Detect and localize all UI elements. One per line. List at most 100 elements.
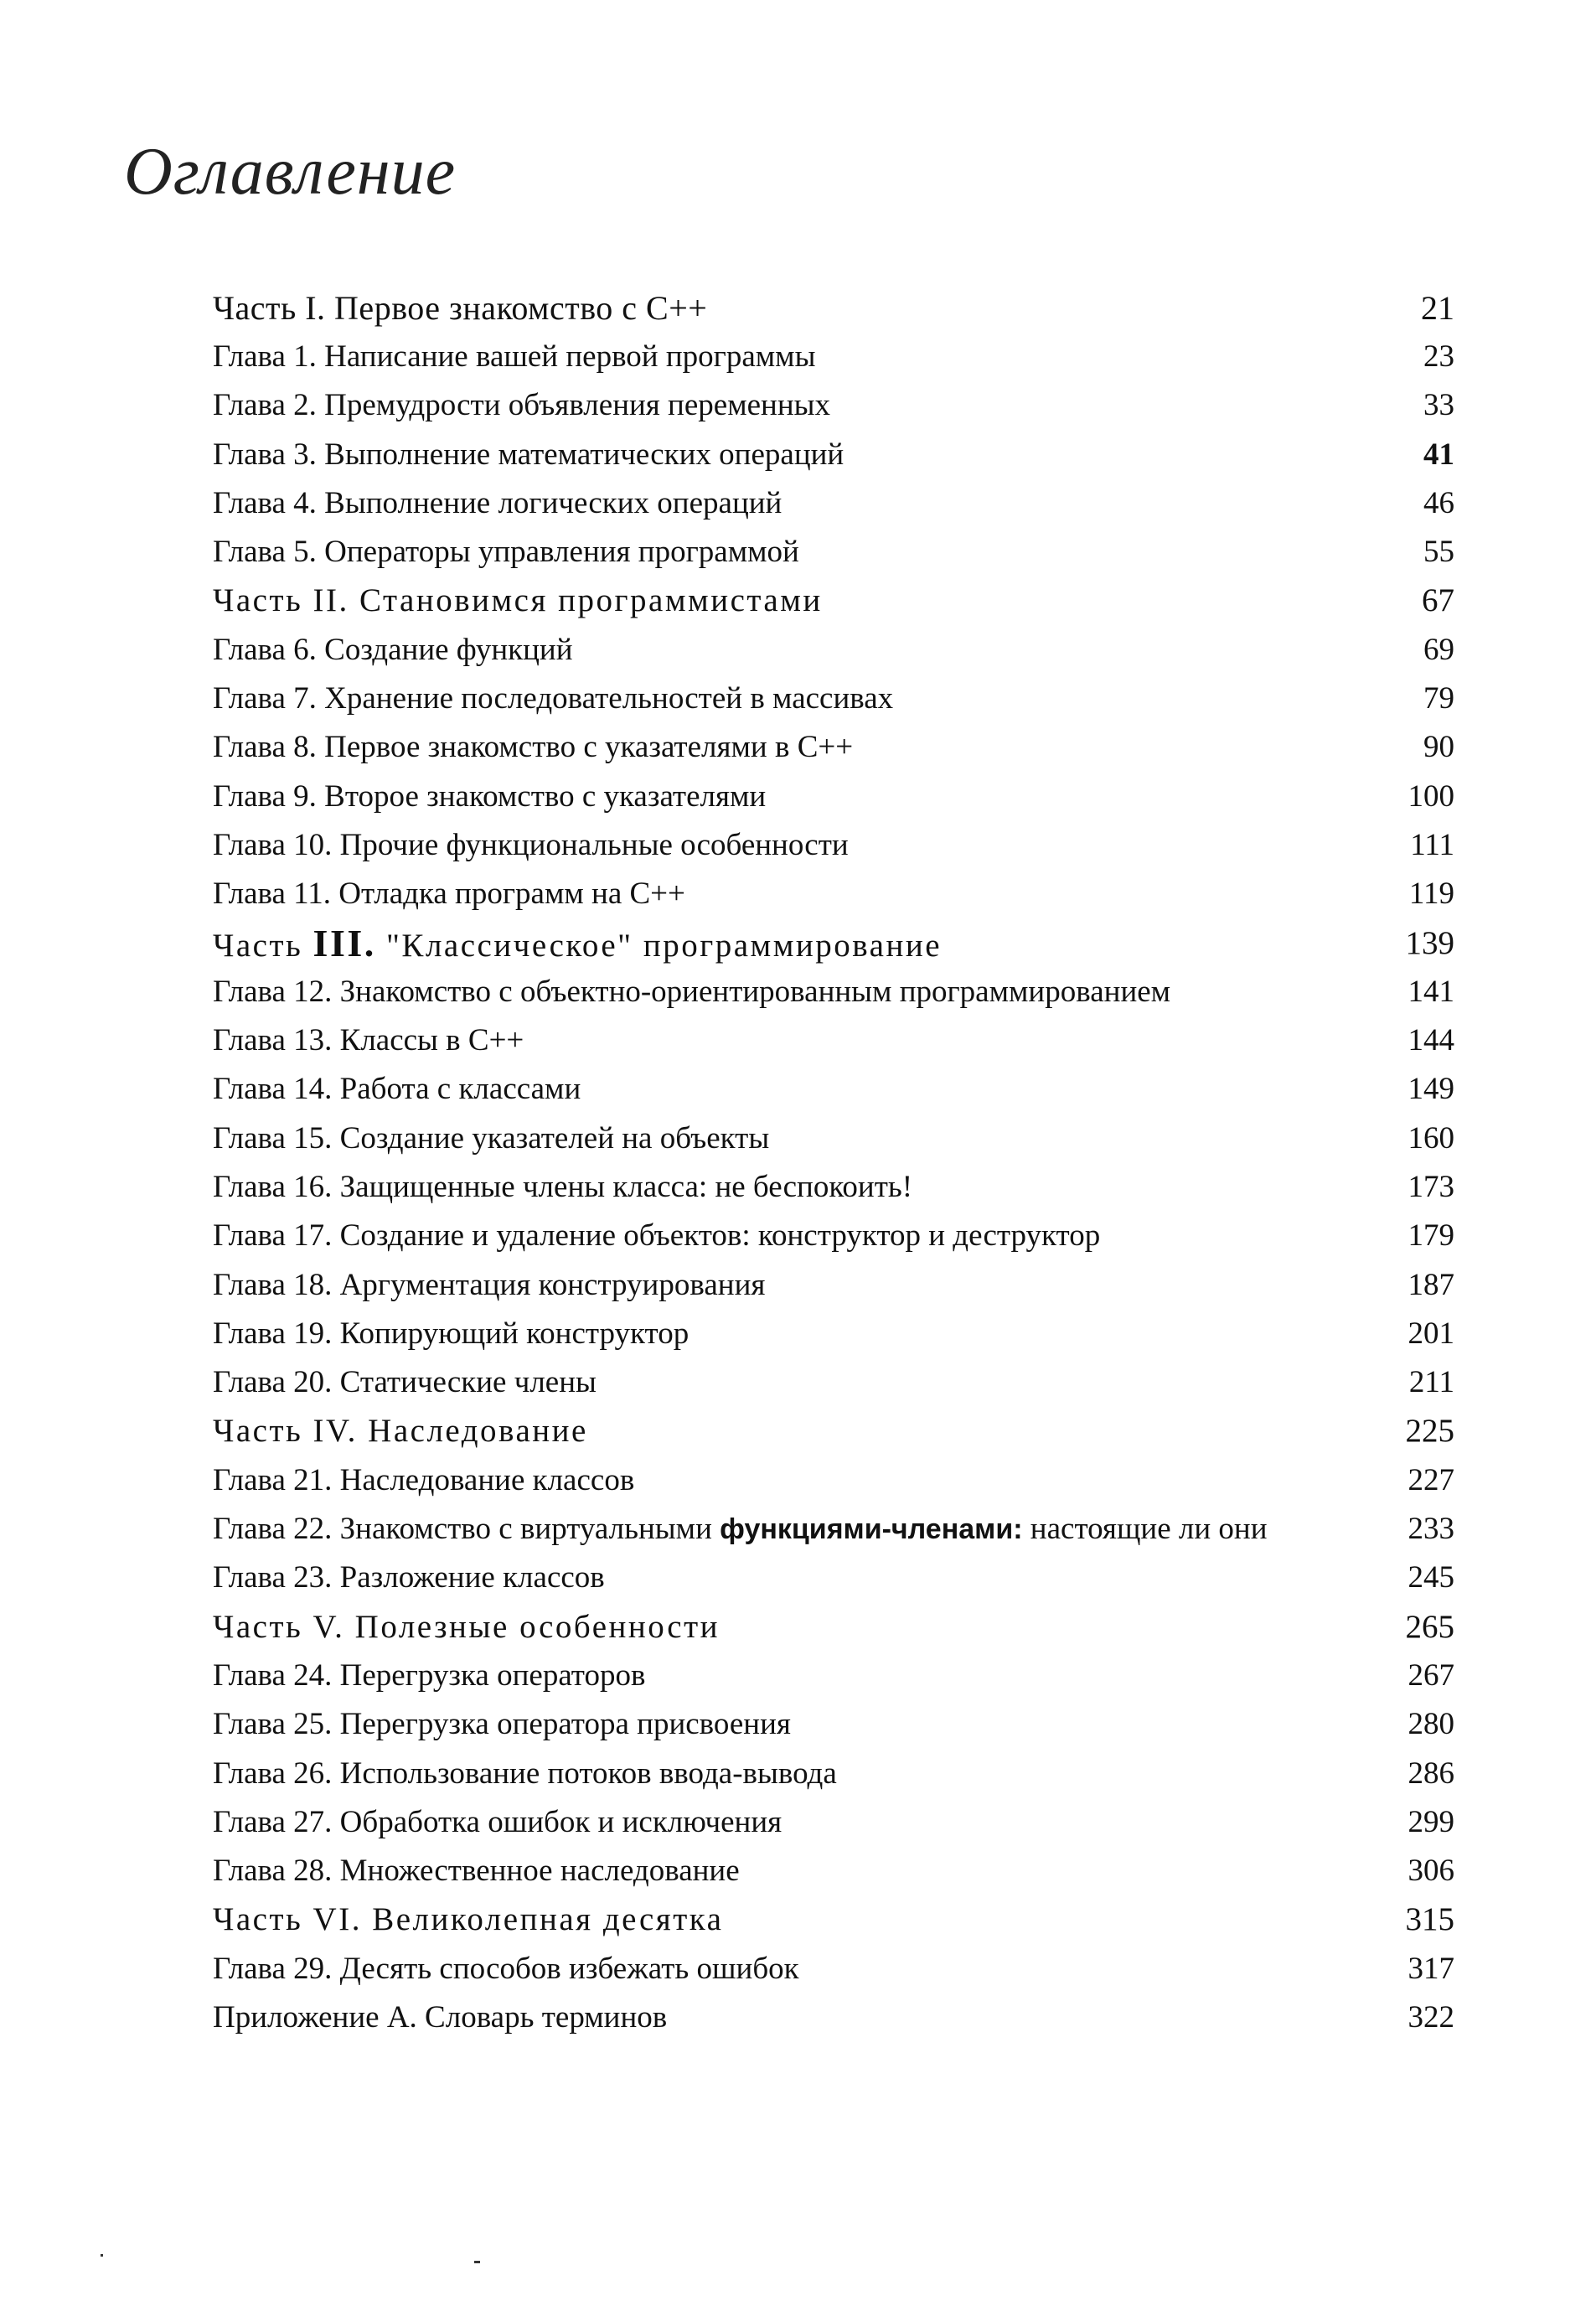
entry-title-segment: Часть V. Полезные особенности [213, 1608, 720, 1645]
entry-title: Глава 7. Хранение последовательностей в … [213, 680, 893, 716]
entry-title: Глава 20. Статические члены [213, 1364, 597, 1400]
toc-chapter-entry: Глава 20. Статические члены 211 [213, 1358, 1454, 1407]
entry-title-segment: Глава 5. Операторы управления программой [213, 535, 799, 570]
entry-page-number: 267 [1407, 1657, 1455, 1693]
entry-page-number: 149 [1407, 1072, 1455, 1107]
entry-title: Глава 19. Копирующий конструктор [213, 1316, 689, 1352]
entry-title: Часть IV. Наследование [213, 1412, 588, 1450]
entry-title-segment: Глава 19. Копирующий конструктор [213, 1316, 690, 1351]
entry-title: Часть II. Становимся программистами [213, 582, 823, 619]
entry-title: Глава 24. Перегрузка операторов [213, 1657, 645, 1693]
toc-chapter-entry: Глава 10. Прочие функциональные особенно… [213, 820, 1454, 869]
entry-page-number: 21 [1421, 288, 1454, 327]
entry-page-number: 179 [1407, 1218, 1455, 1254]
entry-title-segment: Глава 23. Разложение классов [213, 1560, 605, 1595]
entry-title-segment: Глава 9. Второе знакомство с указателями [213, 778, 767, 814]
entry-title: Глава 6. Создание функций [213, 632, 573, 668]
entry-title: Глава 17. Создание и удаление объектов: … [213, 1218, 1100, 1254]
toc-chapter-entry: Глава 12. Знакомство с объектно-ориентир… [213, 967, 1454, 1016]
toc-chapter-entry: Глава 6. Создание функций 69 [213, 625, 1454, 674]
entry-title-segment: Глава 22. Знакомство с виртуальными [213, 1512, 721, 1547]
entry-page-number: 315 [1405, 1901, 1455, 1938]
toc-chapter-entry: Глава 2. Премудрости объявления переменн… [213, 381, 1454, 430]
entry-page-number: 187 [1407, 1267, 1455, 1302]
entry-title-segment: Глава 8. Первое знакомство с указателями… [213, 730, 854, 765]
entry-title: Глава 14. Работа с классами [213, 1071, 581, 1107]
entry-page-number: 211 [1408, 1365, 1454, 1400]
entry-title: Глава 21. Наследование классов [213, 1462, 634, 1498]
entry-page-number: 299 [1407, 1804, 1455, 1839]
entry-page-number: 227 [1407, 1462, 1455, 1497]
entry-page-number: 69 [1423, 632, 1454, 667]
toc-chapter-entry: Глава 16. Защищенные члены класса: не бе… [213, 1162, 1454, 1211]
entry-title: Часть I. Первое знакомство с С++ [213, 288, 707, 328]
entry-page-number: 111 [1410, 827, 1454, 862]
entry-title: Часть III. "Классическое" программирован… [213, 921, 942, 965]
entry-page-number: 280 [1407, 1707, 1455, 1742]
scan-speck [101, 2254, 103, 2257]
entry-page-number: 23 [1423, 339, 1454, 374]
entry-title-segment: Глава 13. Классы в С++ [213, 1023, 524, 1058]
table-of-contents: Часть I. Первое знакомство с С++ 21 Глава … [213, 283, 1454, 2042]
toc-chapter-entry: Глава 14. Работа с классами 149 [213, 1065, 1454, 1114]
toc-part-entry: Часть I. Первое знакомство с С++ 21 [213, 283, 1454, 332]
toc-chapter-entry: Глава 13. Классы в С++ 144 [213, 1016, 1454, 1064]
entry-page-number: 141 [1407, 974, 1455, 1009]
entry-title: Глава 28. Множественное наследование [213, 1853, 740, 1889]
entry-title: Часть VI. Великолепная десятка [213, 1900, 723, 1938]
entry-title: Глава 15. Создание указателей на объекты [213, 1120, 769, 1156]
entry-page-number: 67 [1422, 582, 1454, 619]
entry-title-segment: Глава 1. Написание вашей первой программ… [213, 339, 816, 374]
entry-title-segment: Глава 24. Перегрузка операторов [213, 1657, 646, 1693]
entry-page-number: 173 [1407, 1169, 1455, 1204]
toc-chapter-entry: Глава 8. Первое знакомство с указателями… [213, 723, 1454, 772]
entry-title-segment: Глава 4. Выполнение логических операций [213, 485, 783, 520]
entry-title-segment: Часть IV. Наследование [213, 1413, 588, 1450]
entry-title-segment: Глава 2. Премудрости объявления переменн… [213, 388, 831, 423]
page-title: Оглавление [124, 135, 457, 209]
entry-title-segment: Глава 3. Выполнение математических опера… [213, 437, 844, 472]
entry-page-number: 33 [1423, 388, 1454, 423]
entry-title: Глава 13. Классы в С++ [213, 1022, 524, 1058]
entry-title: Глава 12. Знакомство с объектно-ориентир… [213, 974, 1170, 1010]
entry-title-segment: Глава 29. Десять способов избежать ошибо… [213, 1951, 799, 1986]
entry-title: Глава 2. Премудрости объявления переменн… [213, 387, 830, 423]
entry-title: Глава 29. Десять способов избежать ошибо… [213, 1951, 799, 1987]
entry-title: Глава 10. Прочие функциональные особенно… [213, 827, 849, 863]
toc-chapter-entry: Глава 5. Операторы управления программой… [213, 527, 1454, 576]
entry-title-segment: Глава 17. Создание и удаление объектов: … [213, 1218, 1101, 1254]
entry-page-number: 201 [1407, 1316, 1455, 1351]
entry-page-number: 46 [1423, 485, 1454, 520]
toc-chapter-entry: Глава 26. Использование потоков ввода-вы… [213, 1749, 1454, 1797]
entry-title-segment: Глава 21. Наследование классов [213, 1462, 635, 1497]
entry-title-segment: Глава 28. Множественное наследование [213, 1854, 740, 1889]
entry-title-segment: Глава 20. Статические члены [213, 1365, 597, 1400]
toc-chapter-entry: Глава 21. Наследование классов 227 [213, 1456, 1454, 1504]
entry-title-segment: Часть VI. Великолепная десятка [213, 1901, 724, 1938]
entry-page-number: 233 [1407, 1512, 1455, 1547]
entry-title-segment: настоящие ли они [1022, 1512, 1268, 1547]
entry-title: Приложение А. Словарь терминов [213, 1999, 667, 2035]
entry-title: Глава 8. Первое знакомство с указателями… [213, 729, 853, 765]
entry-title-segment: Глава 14. Работа с классами [213, 1072, 581, 1107]
entry-page-number: 144 [1407, 1023, 1455, 1058]
toc-part-entry: Часть V. Полезные особенности 265 [213, 1602, 1454, 1651]
entry-page-number: 55 [1423, 535, 1454, 570]
entry-title-segment: III. [312, 921, 376, 964]
entry-page-number: 265 [1405, 1608, 1455, 1645]
entry-page-number: 139 [1405, 924, 1455, 961]
entry-title: Глава 3. Выполнение математических опера… [213, 437, 844, 473]
entry-title: Глава 25. Перегрузка оператора присвоени… [213, 1706, 791, 1742]
entry-title: Часть V. Полезные особенности [213, 1608, 720, 1646]
toc-chapter-entry: Глава 9. Второе знакомство с указателями… [213, 772, 1454, 820]
toc-chapter-entry: Приложение А. Словарь терминов 322 [213, 1993, 1454, 2041]
toc-chapter-entry: Глава 19. Копирующий конструктор 201 [213, 1309, 1454, 1357]
entry-page-number: 245 [1407, 1560, 1455, 1595]
entry-title-segment: Глава 10. Прочие функциональные особенно… [213, 827, 849, 862]
toc-chapter-entry: Глава 27. Обработка ошибок и исключения 2… [213, 1797, 1454, 1846]
entry-title-segment: Глава 6. Создание функций [213, 632, 573, 667]
entry-page-number: 317 [1407, 1951, 1455, 1986]
entry-title: Глава 4. Выполнение логических операций [213, 485, 782, 521]
entry-title-segment: функциями-членами: [720, 1513, 1023, 1546]
entry-title: Глава 18. Аргументация конструирования [213, 1267, 765, 1303]
